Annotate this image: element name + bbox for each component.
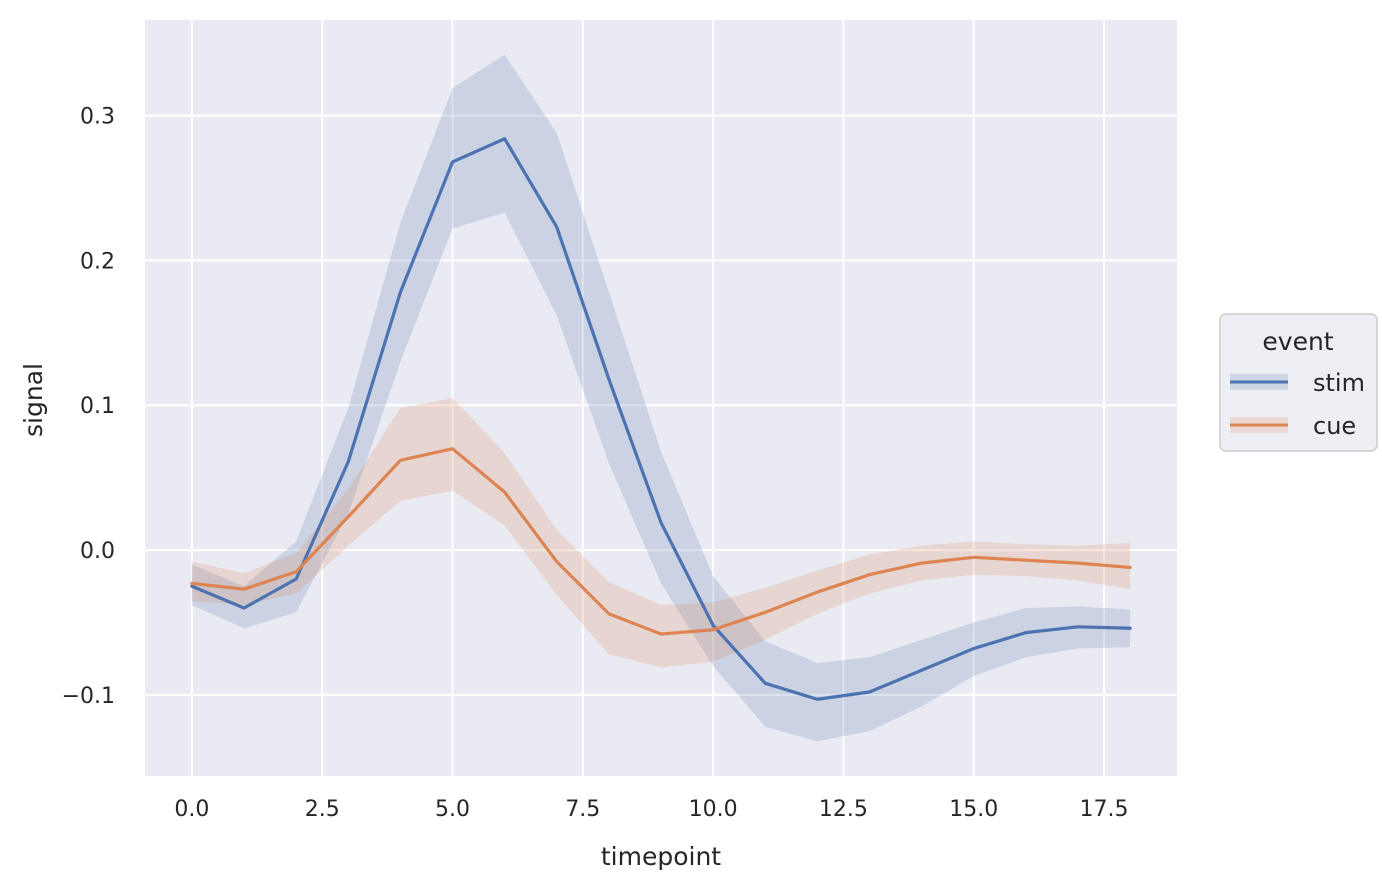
y-axis-label: signal (19, 363, 48, 437)
legend-title: event (1262, 327, 1333, 356)
x-tick-label: 17.5 (1080, 797, 1129, 822)
y-tick-label: 0.3 (80, 105, 115, 130)
y-tick-label: 0.0 (80, 539, 115, 564)
series-line-stim (190, 137, 1132, 701)
x-tick-label: 0.0 (174, 797, 209, 822)
y-tick-label: 0.2 (80, 249, 115, 274)
x-axis-label: timepoint (601, 842, 721, 871)
x-tick-label: 15.0 (949, 797, 998, 822)
legend-label-cue: cue (1313, 412, 1356, 440)
x-tick-label: 10.0 (689, 797, 738, 822)
x-tick-label: 5.0 (435, 797, 470, 822)
legend-frame (1219, 313, 1378, 452)
plot-area (145, 20, 1177, 776)
y-tick-label: −0.1 (62, 684, 115, 709)
y-tick-label: 0.1 (80, 394, 115, 419)
y-axis-ticks: −0.1 0.0 0.1 0.2 0.3 (62, 105, 115, 709)
x-axis-ticks: 0.0 2.5 5.0 7.5 10.0 12.5 15.0 17.5 (174, 797, 1128, 822)
ci-band-cue (191, 398, 1131, 668)
x-tick-label: 12.5 (819, 797, 868, 822)
x-tick-label: 7.5 (565, 797, 600, 822)
legend-label-stim: stim (1313, 369, 1365, 397)
series-line-cue (190, 447, 1132, 636)
legend: event stim cue (1219, 313, 1378, 452)
series-lines (190, 137, 1132, 701)
x-tick-label: 2.5 (305, 797, 340, 822)
grid-lines (145, 20, 1177, 776)
